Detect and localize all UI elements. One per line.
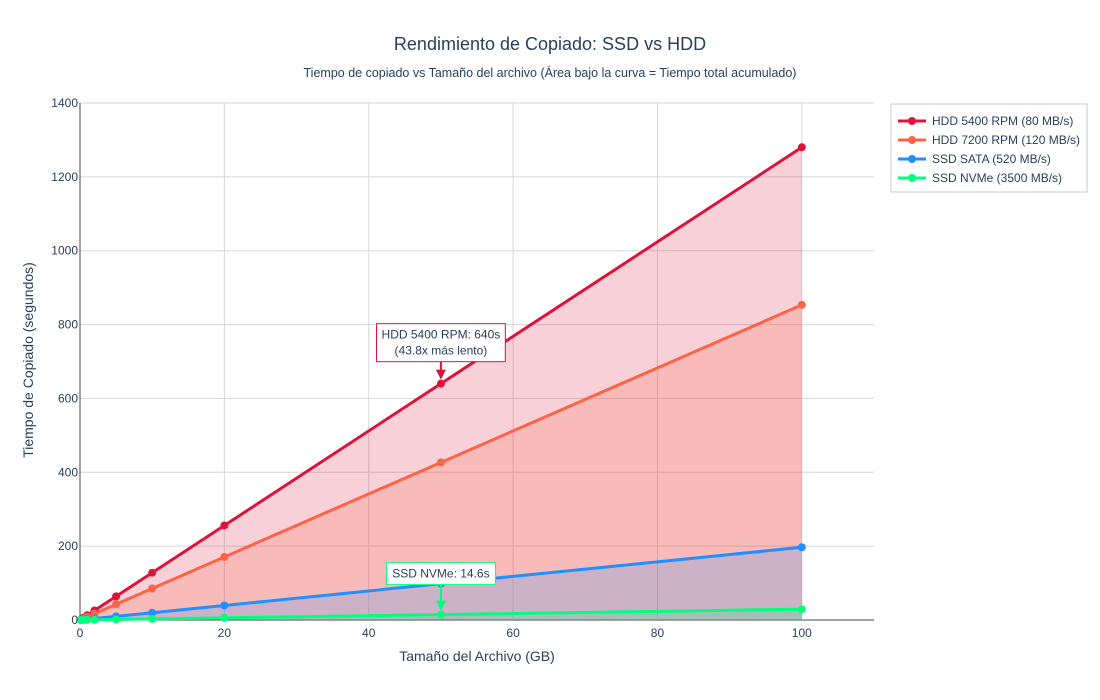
data-point[interactable] xyxy=(220,613,229,622)
legend-label[interactable]: SSD SATA (520 MB/s) xyxy=(932,152,1051,166)
y-tick-label: 800 xyxy=(58,318,78,332)
y-tick-label: 200 xyxy=(58,539,78,553)
marker-layer xyxy=(76,143,806,624)
data-point[interactable] xyxy=(112,615,121,624)
annotation-text: HDD 5400 RPM: 640s xyxy=(382,328,501,342)
y-tick-label: 600 xyxy=(58,391,78,405)
data-point[interactable] xyxy=(436,610,445,619)
legend-items: HDD 5400 RPM (80 MB/s) HDD 7200 RPM (120 … xyxy=(898,114,1080,185)
data-point[interactable] xyxy=(220,552,229,561)
y-tick-label: 1200 xyxy=(51,170,78,184)
axis-layer: 0 200 400 600 800 1000 1200 1400 0 20 40 60 80 100 xyxy=(51,96,812,640)
data-point[interactable] xyxy=(112,600,121,609)
legend-label[interactable]: HDD 7200 RPM (120 MB/s) xyxy=(932,133,1080,147)
x-tick-label: 60 xyxy=(506,626,520,640)
annotation-box xyxy=(385,562,496,586)
annotation-box xyxy=(376,323,506,363)
data-point[interactable] xyxy=(148,614,157,623)
legend-swatch-marker[interactable] xyxy=(908,174,916,182)
annotation-text: SSD NVMe: 14.6s xyxy=(392,567,489,581)
annotation-arrowhead xyxy=(435,369,446,380)
data-point[interactable] xyxy=(797,543,806,552)
data-point[interactable] xyxy=(436,379,445,388)
y-tick-label: 1400 xyxy=(51,96,78,110)
data-point[interactable] xyxy=(148,608,157,617)
data-point[interactable] xyxy=(220,601,229,610)
legend-swatch-marker[interactable] xyxy=(908,155,916,163)
x-tick-label: 20 xyxy=(218,626,232,640)
data-point[interactable] xyxy=(220,521,229,530)
legend-label[interactable]: SSD NVMe (3500 MB/s) xyxy=(932,171,1062,185)
data-point[interactable] xyxy=(83,615,92,624)
x-tick-label: 80 xyxy=(651,626,665,640)
data-point[interactable] xyxy=(797,605,806,614)
x-tick-label: 0 xyxy=(77,626,84,640)
x-tick-label: 100 xyxy=(792,626,812,640)
legend-swatch-marker[interactable] xyxy=(908,136,916,144)
legend-label[interactable]: HDD 5400 RPM (80 MB/s) xyxy=(932,114,1073,128)
y-tick-label: 0 xyxy=(71,613,78,627)
x-tick-label: 40 xyxy=(362,626,376,640)
legend-swatch-marker[interactable] xyxy=(908,117,916,125)
y-tick-label: 400 xyxy=(58,465,78,479)
data-point[interactable] xyxy=(797,143,806,152)
data-point[interactable] xyxy=(112,592,121,601)
annotation-layer: HDD 5400 RPM: 640s (43.8x más lento) SSD N… xyxy=(376,323,506,611)
data-point[interactable] xyxy=(148,568,157,577)
legend[interactable]: HDD 5400 RPM (80 MB/s) HDD 7200 RPM (120 … xyxy=(890,103,1088,193)
data-point[interactable] xyxy=(148,584,157,593)
annotation-text: (43.8x más lento) xyxy=(395,344,488,358)
data-point[interactable] xyxy=(797,300,806,309)
x-axis-title: Tamaño del Archivo (GB) xyxy=(399,648,555,664)
data-point[interactable] xyxy=(436,458,445,467)
chart-title: Rendimiento de Copiado: SSD vs HDD xyxy=(394,34,706,54)
data-point[interactable] xyxy=(90,615,99,624)
annotation-arrowhead xyxy=(435,600,446,611)
y-axis-title: Tiempo de Copiado (segundos) xyxy=(20,262,36,458)
y-tick-label: 1000 xyxy=(51,244,78,258)
chart-subtitle: Tiempo de copiado vs Tamaño del archivo … xyxy=(304,65,797,80)
